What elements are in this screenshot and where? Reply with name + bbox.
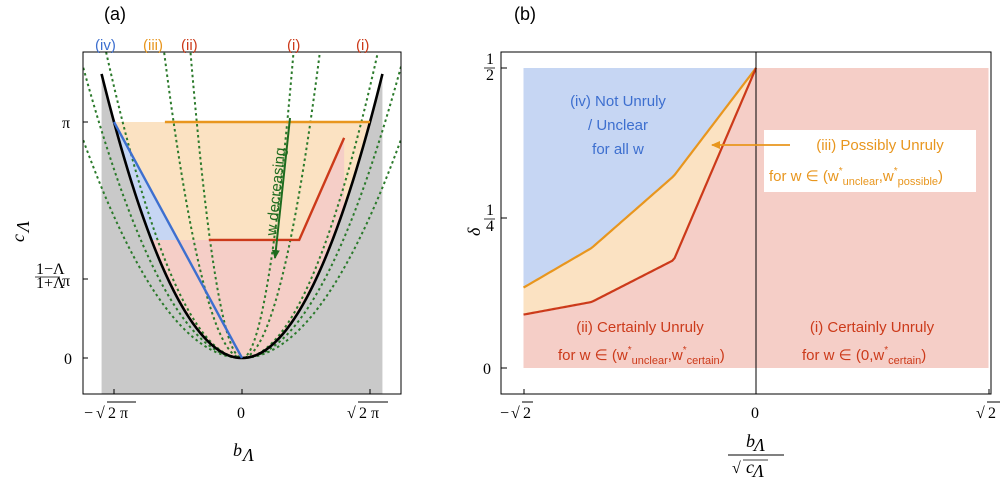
- region-i-text: (i) Certainly Unruly for w ∈ (0,w*certai…: [802, 319, 935, 367]
- panel-b-label: (b): [514, 4, 536, 24]
- svg-text:(iv) Not Unruly: (iv) Not Unruly: [570, 93, 666, 110]
- region-iii-fill-b: [523, 68, 756, 315]
- svg-text:for all w: for all w: [592, 141, 644, 158]
- panel-b: (b) 0 1 4 1 2 −: [464, 4, 1000, 480]
- dotted-curve-5: [189, 52, 295, 360]
- svg-text:c: c: [8, 234, 28, 242]
- svg-text:(i) Certainly Unruly: (i) Certainly Unruly: [810, 319, 935, 336]
- top-label-i-2: (i): [356, 37, 369, 54]
- panel-a: (a) w decreasing (iv) (iii) (ii) (i) (i)…: [8, 4, 402, 465]
- region-iii-label-box: [764, 130, 976, 192]
- lower-curve: [523, 67, 758, 316]
- upper-curve: [522, 67, 757, 289]
- svg-text:−: −: [84, 405, 93, 422]
- top-label-iv: (iv): [95, 37, 116, 54]
- region-ii-fill-b: [523, 68, 756, 368]
- w-decreasing-arrow: [271, 117, 291, 259]
- svg-text:−: −: [500, 405, 509, 422]
- a-ytick-label-frac: 1−Λ 1+Λ π: [35, 261, 70, 292]
- region-ii-text: (ii) Certainly Unruly for w ∈ (w*unclear…: [558, 319, 725, 367]
- panel-b-frame: [500, 51, 992, 395]
- b-ytick-label-0: 0: [483, 361, 491, 378]
- svg-text:1: 1: [486, 202, 494, 219]
- svg-text:(iii) Possibly Unruly: (iii) Possibly Unruly: [816, 137, 944, 154]
- a-xtick-label-pos: √ 2 π: [347, 401, 388, 422]
- svg-text:2: 2: [486, 67, 494, 84]
- panel-a-label: (a): [104, 4, 126, 24]
- svg-text:Λ: Λ: [751, 461, 764, 480]
- region-ii-fill: [151, 137, 345, 358]
- panel-a-plot-area: [83, 52, 401, 394]
- a-y-axis-label: c Λ: [8, 221, 33, 242]
- svg-text:√: √: [96, 405, 105, 422]
- svg-text:b: b: [233, 440, 242, 460]
- a-ytick-label-zero: 0: [64, 351, 72, 368]
- svg-text:1−Λ: 1−Λ: [36, 261, 65, 278]
- svg-text:b: b: [746, 431, 755, 451]
- top-label-iii: (iii): [143, 37, 163, 54]
- a-xtick-label-neg: − √ 2 π: [84, 401, 136, 422]
- svg-text:(ii) Certainly Unruly: (ii) Certainly Unruly: [576, 319, 704, 336]
- b-xtick-label-neg: − √ 2: [500, 401, 533, 422]
- svg-text:1+Λ: 1+Λ: [36, 275, 65, 292]
- b-y-axis-label: δ: [464, 227, 484, 236]
- region-iii-text: (iii) Possibly Unruly for w ∈ (w*unclear…: [769, 137, 944, 188]
- region-iv-fill-b: [523, 68, 756, 288]
- svg-text:c: c: [746, 457, 754, 477]
- svg-text:Λ: Λ: [241, 445, 254, 465]
- red-boundary-line: [208, 137, 346, 242]
- svg-text:2 π: 2 π: [108, 405, 128, 422]
- top-label-ii: (ii): [181, 37, 198, 54]
- a-ytick-label-pi: π: [62, 115, 70, 132]
- svg-text:2 π: 2 π: [359, 405, 379, 422]
- b-ytick-label-half: 1 2: [484, 51, 495, 84]
- forbidden-region: [101, 73, 383, 394]
- svg-text:2: 2: [988, 405, 996, 422]
- b-xtick-label-zero: 0: [751, 405, 759, 422]
- svg-text:π: π: [62, 273, 70, 290]
- svg-text:for w ∈ (w*unclear,w*certain): for w ∈ (w*unclear,w*certain): [558, 345, 725, 367]
- svg-text:1: 1: [486, 51, 494, 68]
- svg-text:√: √: [976, 405, 985, 422]
- svg-text:/ Unclear: / Unclear: [588, 117, 648, 134]
- b-x-axis-label: b Λ √ c Λ: [728, 431, 784, 480]
- svg-text:4: 4: [486, 218, 494, 235]
- a-x-axis-label: b Λ: [233, 440, 254, 465]
- svg-text:√: √: [511, 405, 520, 422]
- svg-text:√: √: [347, 405, 356, 422]
- top-label-i-1: (i): [287, 37, 300, 54]
- b-xtick-label-pos: √ 2: [976, 401, 1000, 422]
- svg-text:Λ: Λ: [13, 221, 33, 234]
- svg-text:√: √: [732, 460, 741, 477]
- svg-text:for w ∈ (w*unclear,w*possible): for w ∈ (w*unclear,w*possible): [769, 166, 943, 188]
- a-xtick-label-zero: 0: [237, 405, 245, 422]
- blue-boundary-line: [112, 121, 244, 359]
- svg-text:Λ: Λ: [752, 435, 765, 455]
- b-ytick-label-quarter: 1 4: [484, 202, 495, 235]
- region-iv-text: (iv) Not Unruly / Unclear for all w: [570, 93, 666, 158]
- svg-text:2: 2: [523, 405, 531, 422]
- svg-text:for w ∈ (0,w*certain): for w ∈ (0,w*certain): [802, 345, 926, 367]
